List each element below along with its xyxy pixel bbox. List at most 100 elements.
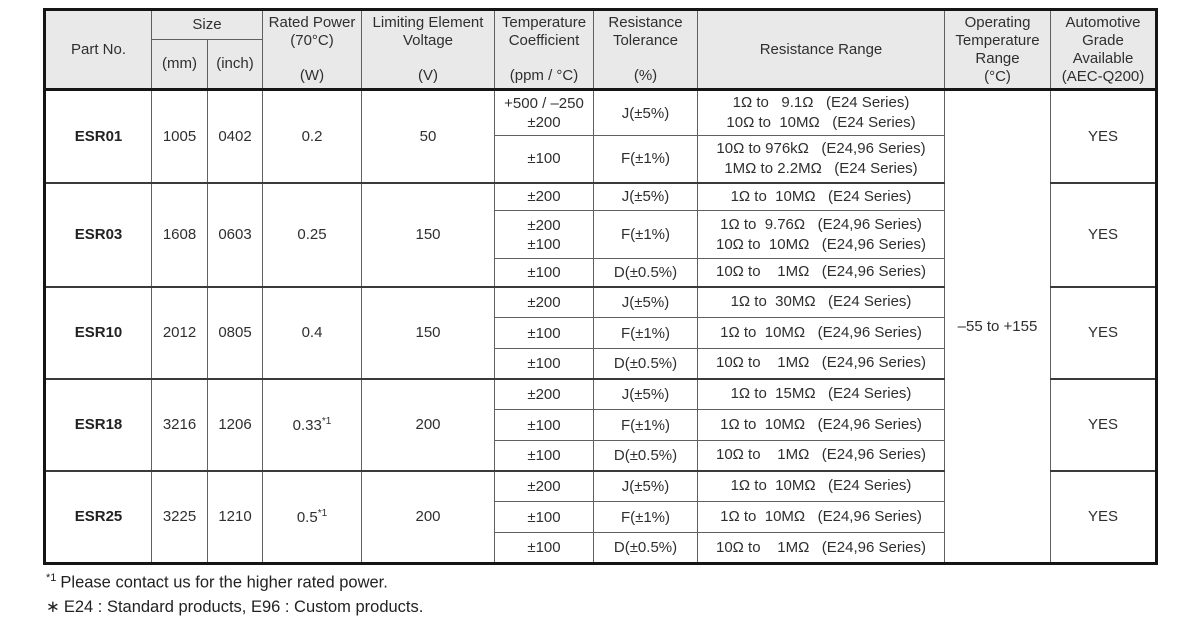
resistance-range-cell: 1Ω to 30MΩ (E24 Series) [697,285,945,318]
part-no-cell: ESR18 [44,377,152,471]
table-row: ±100 D(±0.5%) 10Ω to 1MΩ (E24,96 Series) [45,440,1157,471]
footnote-1-text: Please contact us for the higher rated p… [60,573,388,592]
resistance-range-cell: 1Ω to 10MΩ (E24 Series) [697,469,945,502]
table-row: ESR25 3225 1210 0.5*1 200 ±200 J(±5%) 1Ω… [44,469,1157,564]
operating-temp-cell: –55 to +155 [944,89,1051,564]
tolerance-cell: D(±0.5%) [593,532,698,564]
size-mm-cell: 1005 [151,89,208,183]
table-body: ESR01 1005 0402 0.2 50 +500 / –250 ±200 … [44,89,1157,564]
voltage-cell: 150 [361,285,495,379]
temp-coeff-cell: ±100 [494,258,594,287]
resistance-range-cell: 1Ω to 10MΩ (E24,96 Series) [697,409,945,441]
header-limiting-voltage-title: Limiting Element Voltage [372,13,484,49]
header-automotive-grade: Automotive Grade Available (AEC-Q200) [1050,9,1157,91]
part-no-cell: ESR03 [44,181,152,287]
tolerance-cell: J(±5%) [593,181,698,211]
header-part-no: Part No. [44,9,152,91]
voltage-cell: 200 [361,469,495,564]
header-rated-power-title: Rated Power (70°C) [268,13,356,49]
rated-power-cell: 0.25 [262,181,362,287]
spec-table: Part No. Size Rated Power (70°C) (W) Limi… [43,8,1158,565]
footnote-1: *1 Please contact us for the higher rated… [46,566,423,595]
table-row: ±100 D(±0.5%) 10Ω to 1MΩ (E24,96 Series) [45,532,1157,564]
resistance-range-cell: 10Ω to 1MΩ (E24,96 Series) [697,348,945,379]
temp-coeff-cell: ±200 [494,469,594,502]
table-row: ±100 F(±1%) 1Ω to 10MΩ (E24,96 Series) [45,409,1157,441]
temp-coeff-cell: ±200 [494,181,594,211]
table-row: ESR18 3216 1206 0.33*1 200 ±200 J(±5%) 1… [44,377,1157,471]
tolerance-cell: J(±5%) [593,469,698,502]
footnote-marker: *1 [321,415,332,427]
tolerance-cell: J(±5%) [593,285,698,318]
header-size-mm: (mm) [151,39,208,91]
tolerance-cell: F(±1%) [593,135,698,183]
tolerance-cell: D(±0.5%) [593,348,698,379]
rated-power-cell: 0.5*1 [262,469,362,564]
table-row: ±100 F(±1%) 10Ω to 976kΩ (E24,96 Series)… [45,135,1157,183]
header-limiting-voltage: Limiting Element Voltage (V) [361,9,495,91]
table-row: ESR01 1005 0402 0.2 50 +500 / –250 ±200 … [44,89,1157,564]
temp-coeff-cell: ±100 [494,317,594,349]
voltage-cell: 150 [361,181,495,287]
header-resistance-range: Resistance Range [697,9,945,91]
tolerance-cell: J(±5%) [593,377,698,410]
resistance-range-cell: 10Ω to 1MΩ (E24,96 Series) [697,532,945,564]
automotive-cell: YES [1050,181,1157,287]
automotive-cell: YES [1050,89,1157,183]
header-resistance-tolerance: Resistance Tolerance (%) [593,9,698,91]
size-inch-cell: 1210 [207,469,263,564]
part-no-cell: ESR25 [44,469,152,564]
voltage-cell: 200 [361,377,495,471]
size-inch-cell: 0805 [207,285,263,379]
temp-coeff-cell: ±100 [494,532,594,564]
table-row: ±100 F(±1%) 1Ω to 10MΩ (E24,96 Series) [45,501,1157,533]
resistance-range-cell: 10Ω to 1MΩ (E24,96 Series) [697,258,945,287]
header-resistance-tolerance-unit: (%) [633,66,658,84]
rated-power-cell: 0.33*1 [262,377,362,471]
resistance-range-cell: 1Ω to 9.1Ω (E24 Series) 10Ω to 10MΩ (E24… [697,89,945,136]
header-temp-coefficient-title: Temperature Coefficient [501,13,587,49]
temp-coeff-cell: ±100 [494,440,594,471]
resistance-range-cell: 1Ω to 10MΩ (E24,96 Series) [697,317,945,349]
resistance-range-cell: 10Ω to 1MΩ (E24,96 Series) [697,440,945,471]
temp-coeff-cell: ±100 [494,501,594,533]
tolerance-cell: J(±5%) [593,89,698,136]
footnote-2: ∗ E24 : Standard products, E96 : Custom p… [46,595,423,619]
tolerance-cell: F(±1%) [593,210,698,259]
rated-power-cell: 0.4 [262,285,362,379]
footnote-2-marker: ∗ [46,597,60,616]
resistance-range-cell: 1Ω to 9.76Ω (E24,96 Series) 10Ω to 10MΩ … [697,210,945,259]
size-mm-cell: 1608 [151,181,208,287]
header-limiting-voltage-unit: (V) [418,66,438,84]
resistance-range-cell: 1Ω to 10MΩ (E24,96 Series) [697,501,945,533]
part-no-cell: ESR01 [44,89,152,183]
automotive-cell: YES [1050,469,1157,564]
rated-power-cell: 0.2 [262,89,362,183]
tolerance-cell: F(±1%) [593,501,698,533]
size-mm-cell: 2012 [151,285,208,379]
resistance-range-cell: 1Ω to 10MΩ (E24 Series) [697,181,945,211]
table-row: ESR03 1608 0603 0.25 150 ±200 J(±5%) 1Ω … [44,181,1157,287]
size-mm-cell: 3225 [151,469,208,564]
header-operating-temp: Operating Temperature Range (°C) [944,9,1051,91]
size-mm-cell: 3216 [151,377,208,471]
temp-coeff-cell: ±100 [494,348,594,379]
voltage-cell: 50 [361,89,495,183]
size-inch-cell: 1206 [207,377,263,471]
header-rated-power: Rated Power (70°C) (W) [262,9,362,91]
temp-coeff-cell: ±200 ±100 [494,210,594,259]
tolerance-cell: D(±0.5%) [593,258,698,287]
header-size: Size [151,9,263,40]
footnote-2-text: E24 : Standard products, E96 : Custom pr… [63,597,424,616]
size-inch-cell: 0402 [207,89,263,183]
header-size-inch: (inch) [207,39,263,91]
resistance-range-cell: 10Ω to 976kΩ (E24,96 Series) 1MΩ to 2.2M… [697,135,945,183]
resistance-range-cell: 1Ω to 15MΩ (E24 Series) [697,377,945,410]
part-no-cell: ESR10 [44,285,152,379]
temp-coeff-cell: +500 / –250 ±200 [494,89,594,136]
header-temp-coefficient: Temperature Coefficient (ppm / °C) [494,9,594,91]
size-inch-cell: 0603 [207,181,263,287]
footnote-1-marker: *1 [46,572,57,584]
header-temp-coefficient-unit: (ppm / °C) [509,66,579,84]
